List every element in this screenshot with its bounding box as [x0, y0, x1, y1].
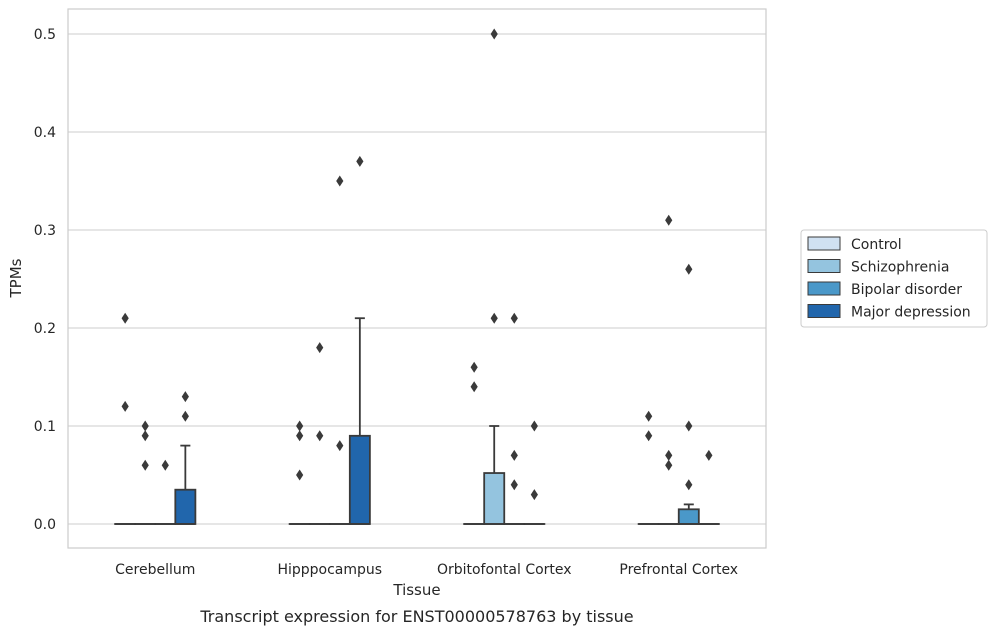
y-tick-label: 0.3 — [34, 223, 56, 239]
outlier-point — [490, 312, 498, 324]
y-tick-label: 0.1 — [34, 419, 56, 435]
outlier-point — [316, 430, 324, 442]
outlier-point — [336, 175, 344, 187]
outlier-point — [316, 342, 324, 354]
outlier-point — [356, 155, 364, 167]
outlier-point — [336, 440, 344, 452]
outlier-point — [296, 430, 304, 442]
box-major-depression — [348, 317, 371, 525]
y-axis-label: TPMs — [7, 258, 25, 298]
box-schizophrenia — [483, 425, 506, 525]
outlier-point — [705, 449, 713, 461]
outlier-point — [665, 459, 673, 471]
outlier-point — [470, 361, 478, 373]
legend-label: Control — [851, 237, 902, 253]
y-tick-label: 0.0 — [34, 517, 56, 533]
outlier-point — [530, 420, 538, 432]
x-axis-ticks: Cerebellum Hipppocampus Orbitofontal Corte… — [115, 562, 738, 578]
legend-label: Major depression — [851, 305, 971, 321]
boxes — [114, 317, 720, 525]
outlier-point — [510, 449, 518, 461]
outlier-point — [141, 430, 149, 442]
outlier-point — [530, 489, 538, 501]
outlier-point — [141, 459, 149, 471]
outlier-point — [161, 459, 169, 471]
legend-swatch — [807, 236, 841, 251]
outlier-point — [490, 28, 498, 40]
outlier-point — [296, 420, 304, 432]
x-tick-label: Orbitofontal Cortex — [437, 562, 572, 578]
outlier-point — [181, 391, 189, 403]
box-body — [677, 508, 700, 525]
outlier-point — [141, 420, 149, 432]
x-axis-label: Tissue — [392, 581, 440, 599]
box-body — [483, 472, 506, 525]
outlier-point — [685, 263, 693, 275]
legend-frame — [800, 229, 988, 328]
y-tick-label: 0.5 — [34, 27, 56, 43]
x-tick-label: Hipppocampus — [277, 562, 382, 578]
legend-label: Schizophrenia — [851, 260, 949, 276]
gridlines — [68, 33, 766, 525]
box-bipolar-disorder — [677, 503, 700, 525]
legend-swatch — [807, 304, 841, 318]
outlier-point — [685, 479, 693, 491]
box-body — [348, 434, 371, 525]
x-tick-label: Cerebellum — [115, 562, 195, 578]
outlier-point — [181, 410, 189, 422]
plot-area-frame — [67, 8, 767, 549]
outlier-point — [645, 430, 653, 442]
y-tick-label: 0.4 — [34, 125, 56, 141]
box-body — [174, 488, 197, 525]
legend-label: Bipolar disorder — [851, 282, 962, 298]
outlier-point — [470, 381, 478, 393]
outlier-point — [685, 420, 693, 432]
outlier-point — [121, 312, 129, 324]
outlier-point — [510, 312, 518, 324]
outlier-point — [296, 469, 304, 481]
figure-caption: Transcript expression for ENST0000057876… — [199, 607, 633, 626]
x-tick-label: Prefrontal Cortex — [619, 562, 738, 578]
outlier-point — [121, 400, 129, 412]
outlier-point — [510, 479, 518, 491]
y-tick-label: 0.2 — [34, 321, 56, 337]
outlier-point — [665, 214, 673, 226]
legend: Control Schizophrenia Bipolar disorder Majo… — [800, 229, 988, 328]
legend-swatch — [807, 259, 841, 273]
outliers — [121, 28, 713, 501]
outlier-point — [645, 410, 653, 422]
box-major-depression — [174, 444, 197, 525]
y-axis-ticks: 0.0 0.1 0.2 0.3 0.4 0.5 — [34, 27, 56, 533]
legend-swatch — [807, 281, 841, 296]
outlier-point — [665, 449, 673, 461]
